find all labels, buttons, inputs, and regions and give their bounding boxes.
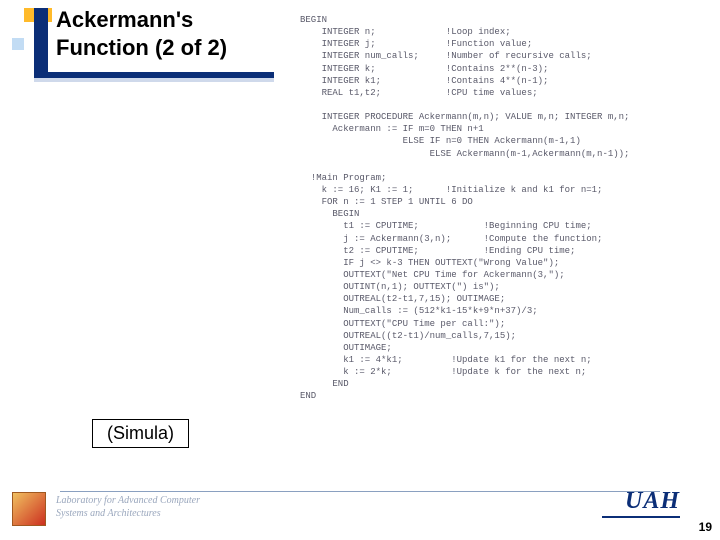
slide: Ackermann's Function (2 of 2) BEGIN INTE… bbox=[0, 0, 720, 540]
uah-logo: UAH bbox=[625, 488, 680, 515]
lab-logo-icon bbox=[12, 492, 46, 526]
title-underline-shadow bbox=[34, 78, 274, 82]
decoration-block bbox=[12, 38, 24, 50]
title-line1: Ackermann's bbox=[56, 7, 193, 32]
lab-name: Laboratory for Advanced Computer Systems… bbox=[56, 495, 200, 520]
uah-underline bbox=[602, 516, 680, 518]
code-listing: BEGIN INTEGER n; !Loop index; INTEGER j;… bbox=[300, 14, 708, 403]
title-line2: Function (2 of 2) bbox=[56, 35, 227, 60]
page-number: 19 bbox=[699, 520, 712, 534]
lab-name-line1: Laboratory for Advanced Computer bbox=[56, 495, 200, 506]
decoration-block bbox=[34, 8, 48, 78]
footer-divider bbox=[60, 491, 660, 492]
lab-name-line2: Systems and Architectures bbox=[56, 508, 161, 519]
language-label: (Simula) bbox=[92, 419, 189, 448]
slide-title: Ackermann's Function (2 of 2) bbox=[56, 6, 227, 61]
